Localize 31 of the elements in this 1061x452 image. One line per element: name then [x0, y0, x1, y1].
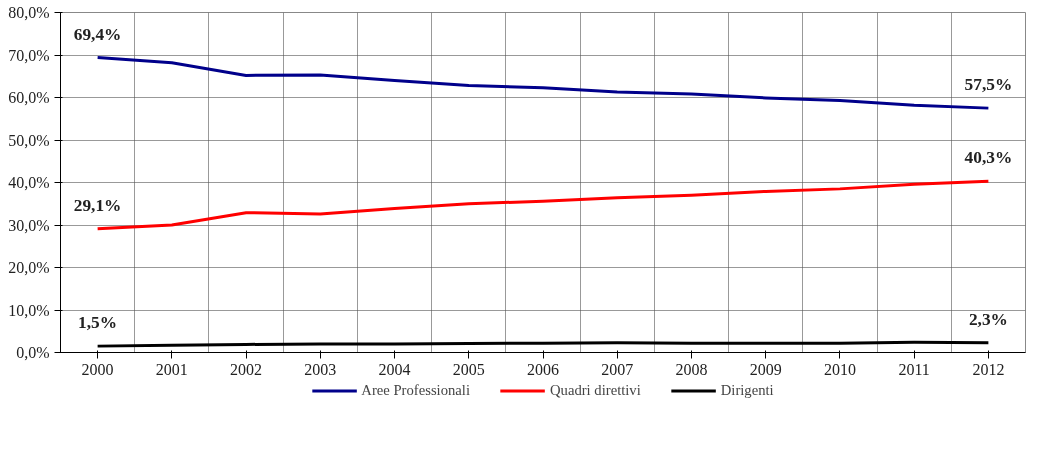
y-tick-label: 70,0%: [8, 46, 50, 64]
y-tick-label: 30,0%: [8, 216, 50, 234]
x-tick-label: 2001: [155, 360, 188, 378]
legend-label: Dirigenti: [720, 381, 774, 399]
x-tick-label: 2006: [527, 360, 559, 378]
x-tick-label: 2012: [972, 360, 1005, 378]
x-tick-label: 2007: [601, 360, 634, 378]
data-label: 1,5%: [78, 313, 118, 333]
x-tick-label: 2009: [749, 360, 782, 378]
x-tick-label: 2002: [230, 360, 263, 378]
y-tick-label: 10,0%: [8, 301, 50, 319]
y-tick-label: 50,0%: [8, 131, 50, 149]
legend-label: Quadri direttivi: [549, 381, 641, 399]
x-tick-label: 2005: [452, 360, 485, 378]
data-label: 40,3%: [964, 148, 1013, 168]
data-label: 57,5%: [964, 75, 1013, 95]
x-tick-label: 2003: [304, 360, 337, 378]
x-tick-label: 2004: [378, 360, 411, 378]
x-tick-label: 2000: [81, 360, 114, 378]
y-tick-label: 80,0%: [8, 4, 50, 21]
y-tick-label: 20,0%: [8, 259, 50, 276]
y-tick-label: 0,0%: [16, 344, 50, 361]
data-label: 2,3%: [968, 309, 1008, 329]
data-label: 29,1%: [73, 195, 122, 215]
x-tick-label: 2010: [823, 360, 856, 378]
data-label: 69,4%: [73, 24, 122, 44]
legend-label: Aree Professionali: [361, 381, 470, 399]
x-tick-label: 2008: [675, 360, 708, 378]
x-tick-label: 2011: [898, 360, 930, 378]
y-tick-label: 60,0%: [8, 89, 50, 106]
y-tick-label: 40,0%: [8, 174, 50, 191]
